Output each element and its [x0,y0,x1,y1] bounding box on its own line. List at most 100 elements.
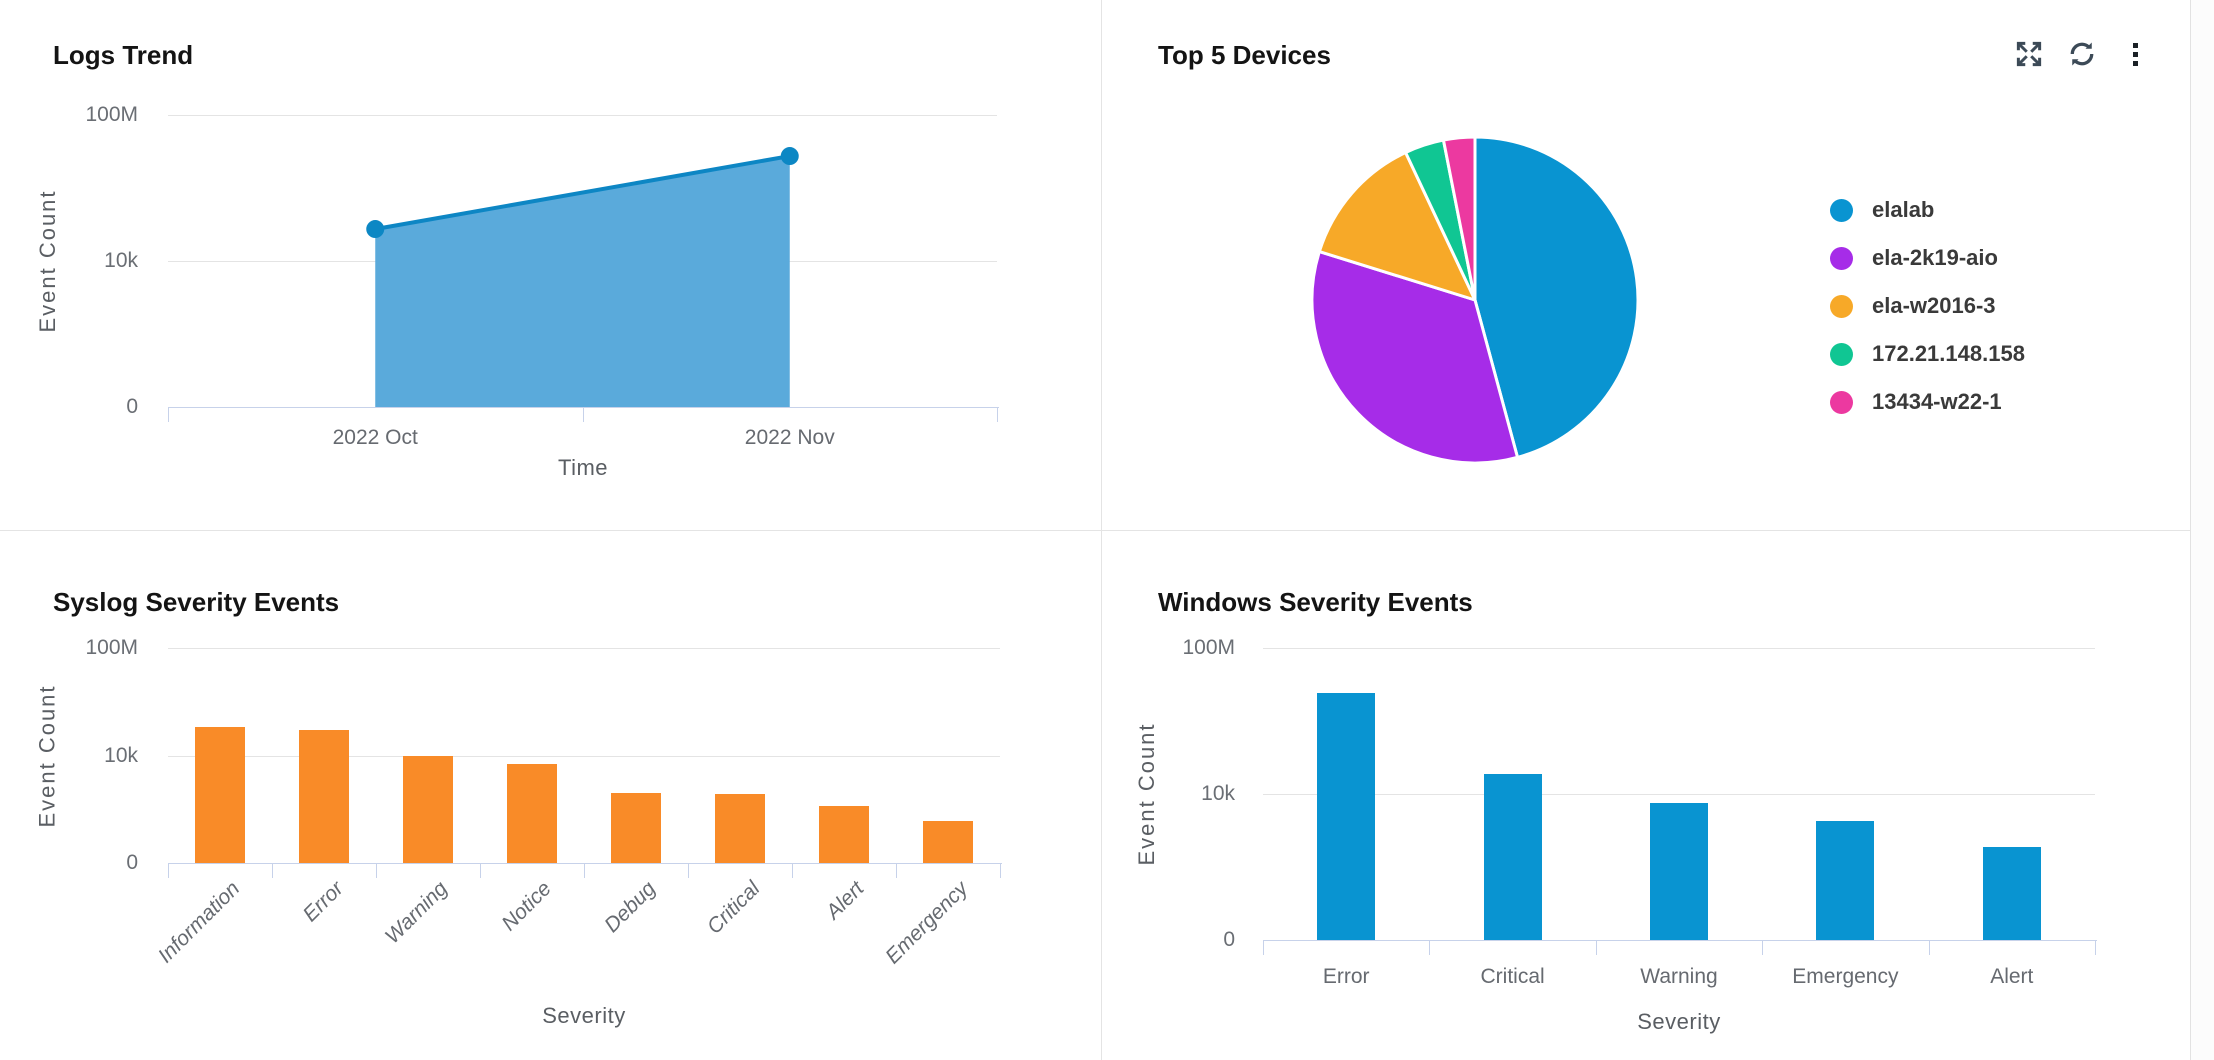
page-title: Syslog Severity Events [53,587,340,617]
axis-tick [1429,940,1431,955]
x-category-label: Emergency [1792,965,1899,988]
bar-critical[interactable] [715,794,765,863]
x-category-label: Information [153,877,245,968]
panel-top-devices: Top 5 Devices [1102,0,2190,531]
page-title: Top 5 Devices [1158,40,1331,70]
y-tick-label: 0 [126,395,138,418]
panel-toolbar [2013,38,2151,70]
bar-warning[interactable] [1650,803,1708,940]
bar-emergency[interactable] [1816,821,1875,940]
bar-error[interactable] [1317,693,1376,940]
y-tick-label: 100M [1182,636,1235,659]
legend-marker-icon [1830,342,1853,366]
bar-alert[interactable] [819,806,869,863]
axis-tick [1762,940,1764,955]
bar-alert[interactable] [1982,847,2041,940]
bar-warning[interactable] [403,756,453,863]
area-fill [375,156,790,407]
bar-error[interactable] [299,730,349,863]
y-tick-label: 100M [85,103,138,126]
panel-logs-trend: Logs Trend Event Count 100M 10k 0 2022 O… [0,0,1102,531]
x-category-label: Error [298,877,349,927]
y-axis-ticks: 100M 10k 0 [0,103,138,418]
pie-slice-13434-w22-1[interactable]: 13434-w22-1: 3.1% [1441,135,1477,302]
x-category-label: Notice [497,877,557,936]
expand-icon[interactable] [2013,38,2045,70]
x-category-label: Alert [821,877,869,924]
page-title: Windows Severity Events [1158,587,1473,617]
legend-marker-icon [1830,246,1853,270]
legend-label: 172.21.148.158 [1872,341,2025,366]
legend-item-ela-2k19-aio[interactable]: ela-2k19-aio [1830,234,2025,282]
axis-tick [1928,940,1930,955]
y-tick-label: 10k [104,743,138,767]
axis-tick [168,863,169,878]
legend-item-elalab[interactable]: elalab [1830,186,2025,234]
x-category-label: Warning [1640,965,1718,988]
x-axis-line [168,863,1002,864]
bar-emergency[interactable] [923,821,973,863]
axis-tick [272,863,273,878]
page-title: Logs Trend [53,40,194,70]
axis-tick [168,407,169,422]
axis-tick [792,863,793,878]
y-tick-label: 10k [104,249,138,272]
bar-debug[interactable] [611,793,661,863]
y-tick-label: 10k [1201,782,1235,805]
bar-notice[interactable] [507,764,557,863]
legend-marker-icon [1830,294,1853,318]
x-category-label: Critical [702,877,765,939]
legend-label: ela-w2016-3 [1872,293,1996,318]
y-tick-label: 0 [1223,928,1235,951]
top-devices-pie-chart: elalab: 45.8%ela-2k19-aio: 34%ela-w2016-… [1310,135,1640,465]
x-axis-line [168,407,999,408]
axis-tick [480,863,481,878]
gridline-100m [168,115,997,116]
legend-item-ela-w2016-3[interactable]: ela-w2016-3 [1830,282,2025,330]
syslog-severity-chart: Information Error Warning Notice Debug Critic… [154,648,1002,968]
scrollbar-gutter [2190,0,2214,1060]
legend-item-172.21.148.158[interactable]: 172.21.148.158 [1830,330,2025,378]
axis-tick [1263,940,1264,955]
x-axis-line [1263,940,2097,941]
legend-marker-icon [1830,390,1853,414]
legend-item-13434-w22-1[interactable]: 13434-w22-1 [1830,378,2025,426]
x-axis-title: Time [557,455,609,480]
legend-label: elalab [1872,197,1935,222]
more-options-icon[interactable] [2119,38,2151,70]
legend-label: 13434-w22-1 [1872,389,2002,414]
data-point-2022-oct[interactable] [366,220,385,239]
x-category-label: 2022 Oct [332,426,418,449]
pie-slice-ela-2k19-aio[interactable]: ela-2k19-aio: 34% [1310,250,1520,465]
y-axis-ticks: 100M 10k 0 [1102,636,1235,951]
axis-tick [376,863,377,878]
axis-tick [688,863,689,878]
refresh-icon[interactable] [2066,38,2098,70]
windows-severity-chart: Error Critical Warning Emergency Alert [1263,648,2097,988]
data-point-2022-nov[interactable] [780,147,799,166]
bar-information[interactable] [195,727,245,863]
pie-slice-ela-w2016-3[interactable]: ela-w2016-3: 13.2% [1317,151,1477,302]
axis-tick [582,407,584,422]
axis-tick [997,407,998,422]
panel-windows-severity: Windows Severity Events Event Count 100M… [1102,531,2190,1060]
axis-tick [2095,940,2096,955]
y-tick-label: 0 [126,851,138,874]
trend-line [374,154,791,232]
y-axis-ticks: 100M 10k 0 [0,636,138,874]
legend-marker-icon [1830,198,1853,222]
bar-critical[interactable] [1483,774,1542,940]
axis-tick [1000,863,1001,878]
legend: elalab ela-2k19-aio ela-w2016-3 172.21.148.… [1830,186,2025,426]
axis-tick [584,863,585,878]
x-category-label: 2022 Nov [744,426,835,449]
pie-slice-elalab[interactable]: elalab: 45.8% [1473,135,1640,459]
panel-syslog-severity: Syslog Severity Events Event Count 100M … [0,531,1102,1060]
axis-tick [1595,940,1597,955]
x-category-label: Debug [600,877,661,938]
gridline-10k [1263,794,2095,795]
x-category-label: Emergency [880,877,973,969]
x-category-label: Warning [380,877,453,949]
gridline-100m [168,648,1000,649]
